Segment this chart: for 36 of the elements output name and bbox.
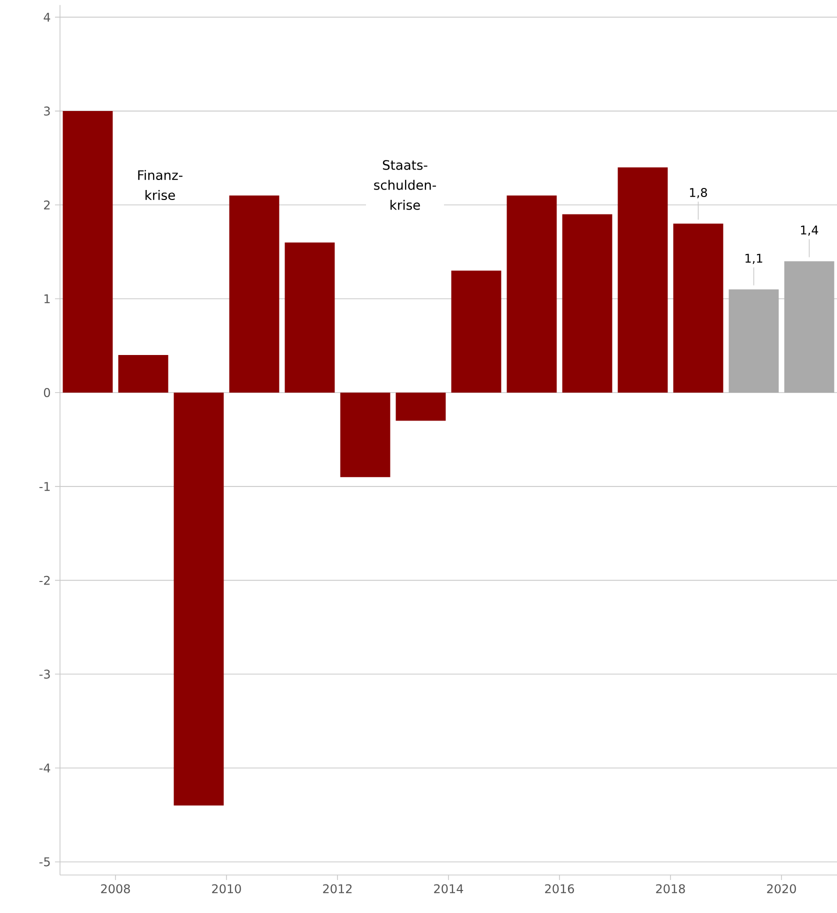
- bar: [506, 196, 557, 393]
- annotation: Finanz- krise: [138, 170, 182, 200]
- x-tick-label: 2018: [656, 884, 685, 894]
- x-tick-label: 2016: [545, 884, 574, 894]
- y-tick-label: 1: [44, 294, 50, 304]
- y-tick-label: 0: [44, 388, 50, 398]
- x-tick-label: 2020: [767, 884, 796, 894]
- x-tick-label: 2010: [212, 884, 241, 894]
- bar: [396, 392, 446, 421]
- y-tick-label: -4: [39, 764, 50, 772]
- data-label: 1,4: [801, 226, 818, 236]
- bar: [174, 392, 224, 806]
- data-label: 1,8: [690, 188, 707, 198]
- bar: [62, 111, 113, 393]
- y-tick-label: -3: [39, 670, 50, 679]
- y-tick-label: -5: [39, 857, 50, 866]
- x-tick-label: 2008: [101, 884, 130, 894]
- y-tick-label: -1: [39, 482, 50, 491]
- y-tick-label: 2: [44, 200, 50, 210]
- y-tick-label: 4: [44, 12, 50, 22]
- bar: [728, 289, 779, 393]
- bar: [451, 270, 502, 393]
- y-tick-label: 3: [44, 106, 50, 116]
- bar: [340, 392, 390, 478]
- bar: [618, 167, 668, 393]
- x-tick-label: 2014: [434, 884, 464, 894]
- data-label: 1,1: [746, 254, 762, 264]
- bar: [229, 196, 280, 393]
- bar: [562, 214, 612, 393]
- bar: [118, 355, 168, 393]
- y-tick-label: -2: [39, 576, 50, 585]
- bar: [673, 224, 724, 393]
- bar: [284, 242, 335, 393]
- x-tick-label: 2012: [323, 884, 352, 894]
- bar: [784, 261, 834, 393]
- annotation: Staats- schulden- krise: [374, 160, 436, 210]
